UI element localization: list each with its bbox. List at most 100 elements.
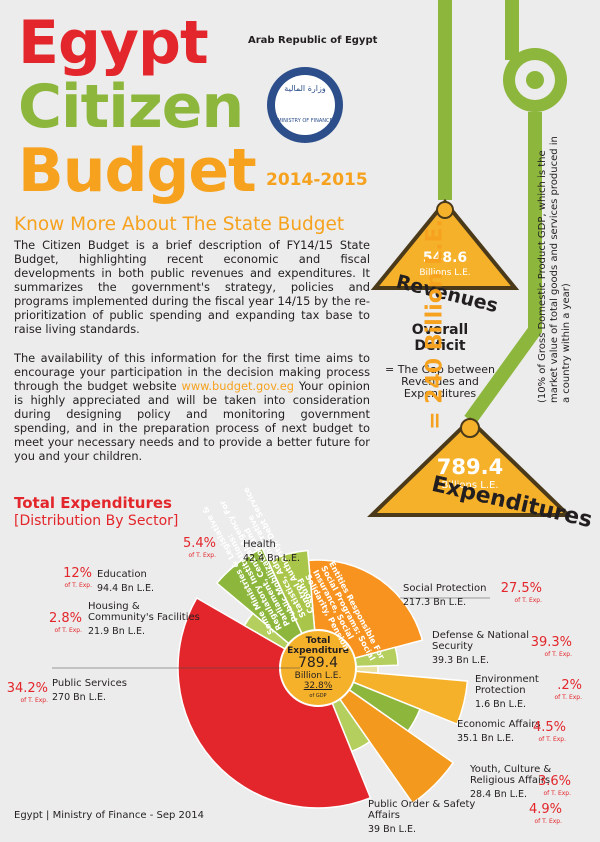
pct-note: of T. Exp. — [64, 582, 92, 589]
center-unit: Billion L.E. — [294, 671, 342, 681]
wedge — [177, 596, 372, 809]
pct-value: 4.9% — [528, 802, 562, 817]
sector-pct: 4.5% of T. Exp. — [522, 720, 566, 746]
pipes — [438, 0, 542, 425]
expenditures-triangle — [367, 417, 573, 517]
sector-label: Public Services 270 Bn L.E. — [52, 678, 172, 703]
pct-note: of T. Exp. — [534, 818, 562, 825]
sector-label: Social Protection 217.3 Bn L.E. — [403, 583, 513, 608]
sector-pct: 2.8% of T. Exp. — [38, 612, 82, 637]
sector-pct: 39.3% of T. Exp. — [528, 635, 572, 661]
sector-name: Environment Protection — [475, 674, 539, 696]
section-subtitle: [Distribution By Sector] — [14, 513, 179, 529]
sector-amount: 217.3 Bn L.E. — [403, 597, 467, 608]
wedge — [317, 667, 469, 726]
revenues-unit: Billions L.E. — [419, 268, 471, 278]
pct-note: of T. Exp. — [514, 597, 542, 604]
pct-value: 3.6% — [537, 774, 571, 789]
sector-name: Public Order & Safety Affairs — [368, 799, 476, 821]
sector-amount: 35.1 Bn L.E. — [457, 733, 515, 744]
sector-name: Youth, Culture & Religious Affairs — [470, 764, 552, 786]
center-title: Total Expenditure — [287, 636, 349, 656]
deficit-title: Overall Deficit — [411, 322, 469, 354]
pct-value: 12% — [63, 566, 92, 581]
pct-value: 27.5% — [500, 581, 542, 596]
footer: Egypt | Ministry of Finance - Sep 2014 — [14, 810, 204, 821]
pct-note: of T. Exp. — [543, 790, 571, 797]
sector-name: Social Protection — [403, 583, 487, 594]
sector-amount: 39.3 Bn L.E. — [432, 655, 490, 666]
center-pct: 32.8% — [303, 681, 333, 691]
pct-value: 39.3% — [530, 635, 572, 650]
wedge — [317, 667, 455, 805]
title: Egypt — [18, 8, 209, 78]
sector-wedges — [177, 547, 469, 809]
sector-pct: 3.6% of T. Exp. — [527, 774, 571, 800]
sector-label: Youth, Culture & Religious Affairs 28.4 B… — [470, 764, 570, 800]
deficit-note: (10% of Gross Domestic Product GDP, whic… — [537, 136, 572, 403]
link[interactable]: www.budget.gov.eg — [181, 379, 294, 393]
pct-value: 34.2% — [6, 681, 48, 696]
expenditures-value: 789.4 — [436, 455, 504, 479]
paragraph: The Citizen Budget is a brief descriptio… — [14, 238, 370, 336]
center-pct-note: of GDP — [309, 693, 327, 699]
node — [436, 201, 454, 219]
sector-amount: 28.4 Bn L.E. — [470, 789, 528, 800]
sector-label: Education 94.4 Bn L.E. — [97, 569, 187, 594]
heading: Know More About The State Budget — [14, 214, 345, 235]
logo-arabic: وزارة المالية — [284, 84, 326, 93]
sector-pct: 12% of T. Exp. — [48, 566, 92, 592]
revenues-triangle — [370, 198, 520, 290]
sector-label: Public Order & Safety Affairs 39 Bn L.E. — [368, 799, 508, 835]
node — [460, 418, 480, 438]
sector-label: Housing & Community's Facilities 21.9 Bn … — [88, 601, 208, 637]
paragraph: The availability of this information for… — [14, 351, 370, 463]
center-value: 789.4 — [297, 655, 339, 671]
pipe — [464, 112, 542, 425]
sector-label: Economic Affairs 35.1 Bn L.E. — [457, 719, 567, 744]
sector-name: Education — [97, 569, 147, 580]
sector-pct: 27.5% of T. Exp. — [498, 581, 542, 607]
sector-name: Defense & National Security — [432, 630, 530, 652]
pct-value: 5.4% — [182, 536, 216, 551]
logo-text: MINISTRY OF FINANCE — [277, 118, 333, 124]
sector-pct: 5.4% of T. Exp. — [172, 536, 216, 562]
pct-note: of T. Exp. — [54, 627, 82, 634]
pct-note: of T. Exp. — [188, 552, 216, 559]
expenditures-unit: Billions L.E. — [441, 480, 499, 491]
text: The availability of this information for… — [14, 351, 370, 393]
pct-note: of T. Exp. — [538, 736, 566, 743]
deficit-value: = 240 Billion L.E. — [422, 219, 448, 430]
sector-name: Health — [243, 539, 276, 550]
sector-label: Environment Protection 1.6 Bn L.E. — [475, 674, 565, 710]
sector-pct: .2% of T. Exp. — [538, 678, 582, 704]
pct-note: of T. Exp. — [544, 651, 572, 658]
sector-amount: 42.4 Bn L.E. — [243, 553, 301, 564]
pct-note: of T. Exp. — [20, 697, 48, 704]
sector-pct: 4.9% of T. Exp. — [518, 802, 562, 828]
pct-value: 4.5% — [532, 720, 566, 735]
logo — [275, 75, 335, 135]
sector-name: Economic Affairs — [457, 719, 541, 730]
pct-value: .2% — [557, 678, 582, 693]
sector-amount: 1.6 Bn L.E. — [475, 699, 527, 710]
sector-amount: 39 Bn L.E. — [368, 824, 417, 835]
target — [526, 71, 544, 89]
sector-name: Housing & Community's Facilities — [88, 601, 200, 623]
title: Budget — [18, 136, 257, 206]
sector-label: Health 42.4 Bn L.E. — [243, 539, 333, 564]
deficit-text: = The Gap between Revenues and Expenditu… — [385, 363, 495, 400]
sector-label: Defense & National Security 39.3 Bn L.E. — [432, 630, 542, 666]
sector-name: Public Services — [52, 678, 127, 689]
section-title: Total Expenditures — [14, 494, 172, 512]
sector-pct: 34.2% of T. Exp. — [4, 681, 48, 707]
sector-amount: 94.4 Bn L.E. — [97, 583, 155, 594]
wedge — [215, 547, 319, 669]
sector-amount: 270 Bn L.E. — [52, 692, 107, 703]
pct-note: of T. Exp. — [554, 694, 582, 701]
revenues-value: 548.6 — [422, 250, 468, 266]
center-label: Total Expenditure 789.4 Billion L.E. 32.… — [282, 636, 354, 701]
title: Citizen — [18, 72, 244, 142]
